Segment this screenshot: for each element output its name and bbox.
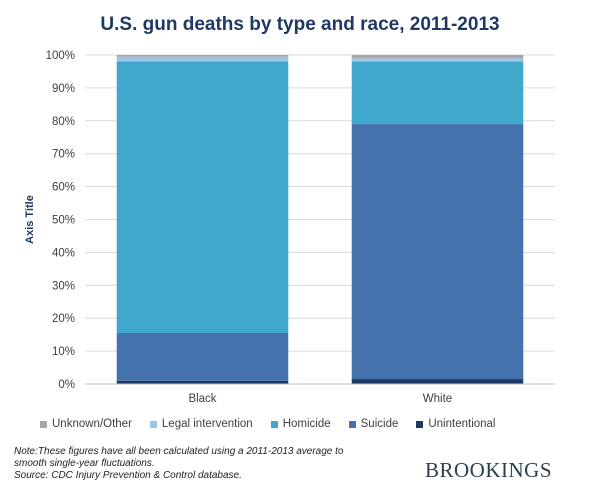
brookings-logo: BROOKINGS bbox=[425, 458, 553, 482]
y-tick-label: 80% bbox=[52, 116, 75, 128]
legend-swatch bbox=[149, 420, 157, 428]
legend-item: Unintentional bbox=[416, 418, 496, 430]
bar-black-legal-intervention bbox=[116, 56, 289, 62]
y-tick-label: 10% bbox=[52, 346, 75, 358]
legend-label: Unintentional bbox=[428, 418, 496, 430]
bar-black-unknown-other bbox=[116, 55, 289, 57]
legend-label: Unknown/Other bbox=[52, 418, 132, 430]
footnote-line-3: Source: CDC Injury Prevention & Control … bbox=[14, 470, 242, 481]
bar-white-legal-intervention bbox=[351, 58, 524, 62]
y-tick-label: 20% bbox=[52, 313, 75, 325]
bar-black-unintentional bbox=[116, 380, 289, 384]
y-tick-label: 90% bbox=[52, 83, 75, 95]
bar-white-homicide bbox=[351, 61, 524, 125]
y-tick-label: 30% bbox=[52, 280, 75, 292]
legend-label: Suicide bbox=[360, 418, 399, 430]
y-tick-label: 60% bbox=[52, 182, 75, 194]
legend-label: Legal intervention bbox=[161, 418, 253, 430]
bar-white-unintentional bbox=[351, 379, 524, 384]
legend-swatch bbox=[40, 420, 47, 428]
y-axis-title: Axis Title bbox=[24, 195, 36, 244]
y-tick-label: 100% bbox=[46, 50, 75, 62]
y-tick-label: 40% bbox=[52, 247, 75, 259]
x-tick-label: White bbox=[423, 393, 452, 405]
legend-item: Suicide bbox=[348, 418, 399, 430]
chart-title: U.S. gun deaths by type and race, 2011-2… bbox=[100, 14, 500, 35]
legend-swatch bbox=[270, 420, 278, 428]
legend-item: Legal intervention bbox=[149, 418, 253, 430]
footnote-line-1: Note:These figures have all been calcula… bbox=[14, 446, 344, 457]
y-tick-label: 0% bbox=[58, 379, 75, 391]
x-tick-label: Black bbox=[188, 393, 216, 405]
footnote-line-2: smooth single-year fluctuations. bbox=[14, 458, 155, 469]
legend-item: Unknown/Other bbox=[40, 418, 132, 430]
bar-black-homicide bbox=[116, 61, 289, 334]
footnote: Note:These figures have all been calcula… bbox=[14, 446, 414, 482]
bar-white-unknown-other bbox=[351, 55, 524, 59]
y-tick-label: 50% bbox=[52, 215, 75, 227]
chart-legend: Unknown/Other Legal intervention Homicide S… bbox=[40, 418, 600, 430]
bar-white-suicide bbox=[351, 124, 524, 380]
legend-swatch bbox=[348, 420, 356, 428]
legend-label: Homicide bbox=[282, 418, 331, 430]
legend-item: Homicide bbox=[270, 418, 331, 430]
stacked-bar-chart: 0% 10% 20% 30% 40% 50% 60% 70% 80% 90% 100% Axis Ti… bbox=[24, 50, 555, 405]
bar-black-suicide bbox=[116, 333, 289, 381]
y-tick-label: 70% bbox=[52, 149, 75, 161]
legend-swatch bbox=[416, 420, 424, 428]
